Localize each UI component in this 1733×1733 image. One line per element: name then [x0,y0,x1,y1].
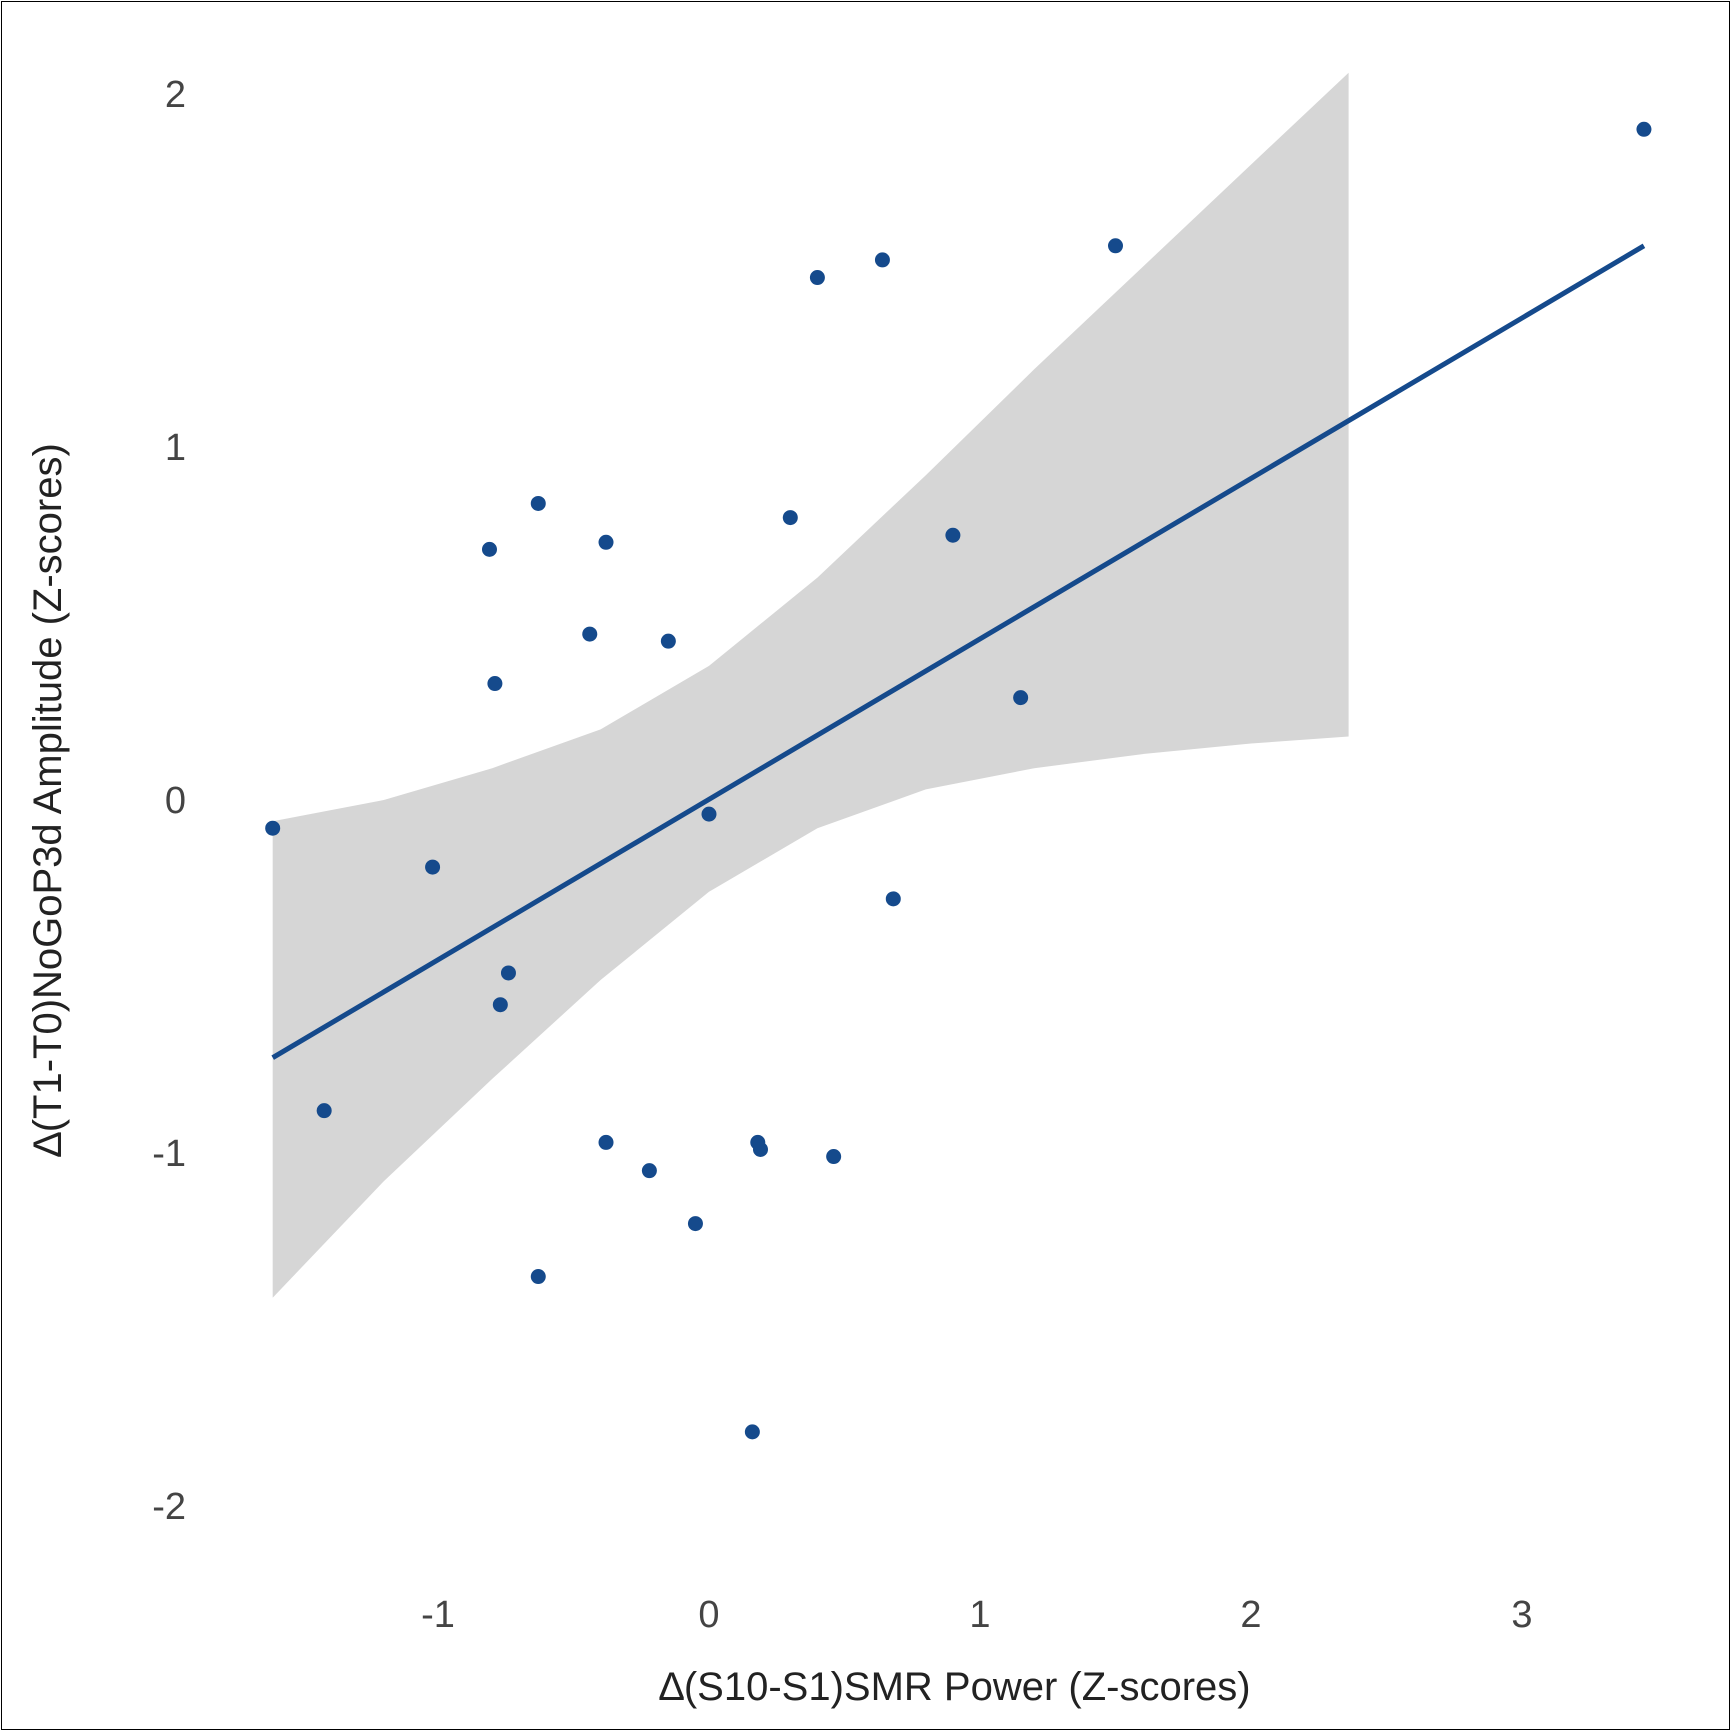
regression-line-layer [271,243,1646,1060]
y-axis-title: ∆(T1-T0)NoGoP3d Amplitude (Z-scores) [26,443,70,1157]
data-point [641,1163,657,1179]
regression-line [271,243,1646,1060]
y-axis-ticks: -2 -1 0 1 2 [152,74,186,1528]
data-point [1108,238,1123,254]
data-point [492,997,508,1013]
data-point [885,891,901,907]
y-tick-label: -1 [152,1133,186,1175]
data-point [701,806,717,822]
data-point [660,633,676,649]
data-point [530,495,546,511]
data-point [1013,690,1029,706]
data-point [752,1141,768,1157]
x-tick-label: 3 [1511,1594,1532,1636]
y-tick-label: 1 [165,427,186,469]
data-point [809,270,825,286]
data-point [687,1216,703,1232]
y-tick-label: -2 [152,1486,186,1528]
data-point [582,626,598,642]
data-point [782,510,798,526]
data-point [425,859,441,875]
y-tick-label: 0 [165,780,186,822]
data-point [500,965,516,981]
data-point [826,1149,842,1165]
x-tick-label: 2 [1240,1594,1261,1636]
y-tick-label: 2 [165,74,186,116]
x-tick-label: 0 [698,1594,719,1636]
data-point [598,534,614,550]
data-point [874,252,890,268]
data-point [481,541,497,557]
data-point [487,676,503,692]
data-point [530,1269,546,1285]
data-point [744,1424,760,1440]
data-point [316,1103,332,1119]
data-point [1636,121,1652,137]
data-point [945,527,961,543]
x-axis-ticks: -1 0 1 2 3 [421,1594,1532,1636]
x-tick-label: -1 [421,1594,455,1636]
x-axis-title: ∆(S10-S1)SMR Power (Z-scores) [659,1665,1250,1709]
confidence-band-layer [272,72,1349,1298]
confidence-band [272,72,1349,1298]
data-points-layer [265,121,1652,1440]
data-point [265,820,281,836]
data-point [598,1134,614,1150]
x-tick-label: 1 [969,1594,990,1636]
